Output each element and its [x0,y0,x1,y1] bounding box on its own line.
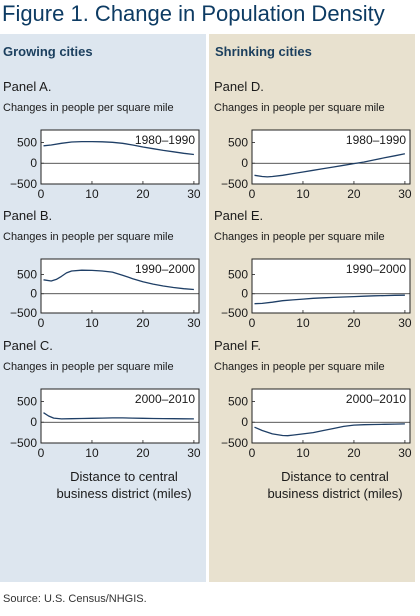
panel-c-subtitle: Changes in people per square mile [3,361,174,373]
panel-c-xtick-label: 0 [38,446,45,460]
panel-f-ytick-label: 500 [228,394,248,408]
panel-c-xtick-label: 10 [85,446,99,460]
panel-c-series-line [43,412,194,420]
panel-a-plot-frame [40,129,200,185]
panel-a-ytick-label: 0 [30,156,37,170]
panel-a-series-line [43,140,194,156]
panel-f-xlabel-line1: Distance to central [281,469,389,484]
panel-e-xtick-label: 10 [296,316,310,330]
panel-d-subtitle: Changes in people per square mile [214,102,385,114]
panel-c-ytick-label: 0 [30,415,37,429]
panel-c-xtick-label: 20 [136,446,150,460]
panel-b-period: 1990–2000 [135,262,195,276]
panel-a-period: 1980–1990 [135,133,195,147]
panel-f-ytick-label: −500 [221,436,248,450]
panel-c-period: 2000–2010 [135,392,195,406]
panel-a-xtick-label: 0 [38,187,45,201]
panel-f-xlabel: Distance to central business district (mi… [267,469,402,501]
panel-c-xtick-label: 30 [187,446,201,460]
source-note: Source: U.S. Census/NHGIS. [3,593,147,605]
panel-d-ytick-label: 0 [241,156,248,170]
panel-c-ytick-label: 500 [17,394,37,408]
panel-f-label: Panel F. [214,338,261,353]
panel-b-ytick-label: −500 [10,306,37,320]
panel-c-ytick-label: −500 [10,436,37,450]
panel-e-label: Panel E. [214,208,263,223]
panel-d-plot-frame [251,129,411,185]
panel-e-ytick-label: 0 [241,287,248,301]
panel-b-ytick-label: 0 [30,287,37,301]
panel-f-plot-frame [251,388,411,444]
panel-c-plot-frame [40,388,200,444]
panel-f-xtick-label: 20 [347,446,361,460]
column-heading-growing: Growing cities [3,44,93,59]
panel-b-label: Panel B. [3,208,52,223]
panel-f-xtick-label: 30 [398,446,412,460]
panel-d-xtick-label: 0 [249,187,256,201]
panel-b-xtick-label: 10 [85,316,99,330]
panel-d-xtick-label: 10 [296,187,310,201]
panel-e-period: 1990–2000 [346,262,406,276]
panel-e-ytick-label: 500 [228,267,248,281]
panel-e-xtick-label: 20 [347,316,361,330]
panel-d-xtick-label: 30 [398,187,412,201]
panel-e-xtick-label: 0 [249,316,256,330]
panel-b-ytick-label: 500 [17,267,37,281]
panel-e-ytick-label: −500 [221,306,248,320]
panel-b-xtick-label: 0 [38,316,45,330]
panel-f-series-line [254,423,405,437]
panel-f-xtick-label: 10 [296,446,310,460]
panel-e-series-line [254,294,405,305]
panel-d-period: 1980–1990 [346,133,406,147]
panel-d-series-line [254,153,406,178]
panel-c-xlabel: Distance to central business district (mi… [56,469,191,501]
panel-f-period: 2000–2010 [346,392,406,406]
panel-e-xtick-label: 30 [398,316,412,330]
panel-c-xlabel-line1: Distance to central [70,469,178,484]
panel-b-subtitle: Changes in people per square mile [3,231,174,243]
panel-b-xtick-label: 20 [136,316,150,330]
panel-a-xtick-label: 10 [85,187,99,201]
panel-d-label: Panel D. [214,79,264,94]
panel-e-subtitle: Changes in people per square mile [214,231,385,243]
panel-d-xtick-label: 20 [347,187,361,201]
panel-f-xlabel-line2: business district (miles) [267,486,402,501]
panel-d-ytick-label: 500 [228,135,248,149]
figure-title: Figure 1. Change in Population Density [2,1,385,26]
panel-a-xtick-label: 20 [136,187,150,201]
panel-b-xtick-label: 30 [187,316,201,330]
panel-d-ytick-label: −500 [221,177,248,191]
panel-a-xtick-label: 30 [187,187,201,201]
panel-b-plot-frame [40,258,200,314]
panel-a-ytick-label: −500 [10,177,37,191]
panel-c-label: Panel C. [3,338,53,353]
panel-f-ytick-label: 0 [241,415,248,429]
panel-f-xtick-label: 0 [249,446,256,460]
panel-f-subtitle: Changes in people per square mile [214,361,385,373]
panel-a-label: Panel A. [3,79,51,94]
panel-c-xlabel-line2: business district (miles) [56,486,191,501]
panel-a-subtitle: Changes in people per square mile [3,102,174,114]
panel-a-ytick-label: 500 [17,135,37,149]
panel-e-plot-frame [251,258,411,314]
panel-b-series-line [43,269,194,291]
column-heading-shrinking: Shrinking cities [215,44,312,59]
